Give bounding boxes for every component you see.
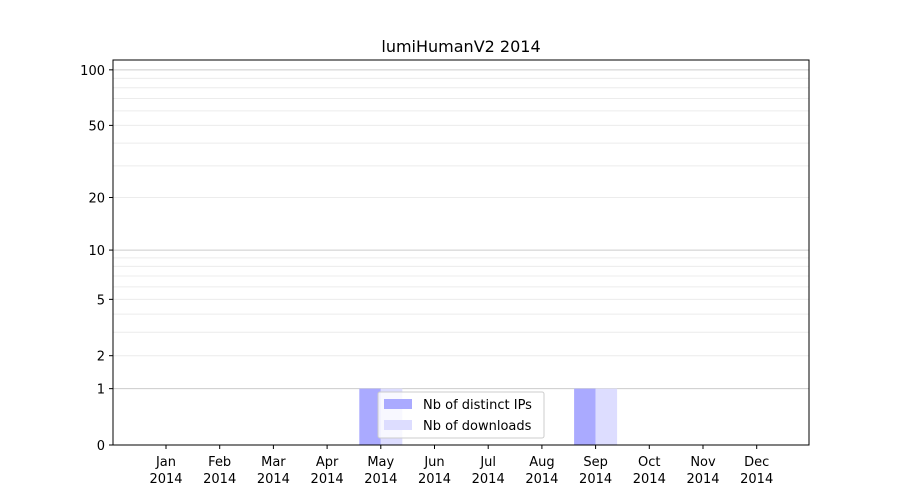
x-tick-label-year: 2014 xyxy=(472,472,505,487)
y-tick-label: 100 xyxy=(80,64,105,79)
x-tick-label-year: 2014 xyxy=(740,472,773,487)
bar-nb-of-downloads xyxy=(595,388,618,445)
y-tick-label: 0 xyxy=(97,439,105,454)
x-tick-label-year: 2014 xyxy=(633,472,666,487)
x-tick-label: Jun xyxy=(423,455,444,470)
x-tick-label: Nov xyxy=(690,455,716,470)
x-tick-label: Feb xyxy=(208,455,231,470)
x-tick-label: Aug xyxy=(529,455,554,470)
legend-label-distinct-ips: Nb of distinct IPs xyxy=(423,398,532,413)
x-axis: Jan 2014 Feb 2014 Mar 2014 Apr 2014 May 2014 Jun 20… xyxy=(149,445,773,487)
y-axis: 0 1 2 5 10 20 50 100 xyxy=(80,64,113,454)
x-tick-label: Dec xyxy=(744,455,769,470)
legend-swatch-distinct-ips xyxy=(384,399,412,409)
x-tick-label: Apr xyxy=(316,455,339,470)
x-tick-label-year: 2014 xyxy=(364,472,397,487)
y-tick-label: 20 xyxy=(88,192,105,207)
x-tick-label-year: 2014 xyxy=(418,472,451,487)
x-tick-label-year: 2014 xyxy=(686,472,719,487)
x-tick-label: Sep xyxy=(583,455,608,470)
x-tick-label: Mar xyxy=(261,455,286,470)
grid xyxy=(113,69,809,390)
y-tick-label: 50 xyxy=(88,119,105,134)
y-tick-label: 1 xyxy=(97,383,105,398)
x-tick-label: May xyxy=(367,455,394,470)
chart-title: lumiHumanV2 2014 xyxy=(381,37,540,56)
bar-nb-of-distinct-ips xyxy=(359,388,381,445)
axes-frame xyxy=(112,59,810,446)
x-tick-label-year: 2014 xyxy=(525,472,558,487)
legend: Nb of distinct IPs Nb of downloads xyxy=(377,391,545,439)
bar-nb-of-distinct-ips xyxy=(574,388,596,445)
x-tick-label-year: 2014 xyxy=(257,472,290,487)
x-tick-label: Jan xyxy=(155,455,176,470)
x-tick-label-year: 2014 xyxy=(149,472,182,487)
legend-label-downloads: Nb of downloads xyxy=(423,419,532,434)
y-tick-label: 2 xyxy=(97,350,105,365)
x-tick-label-year: 2014 xyxy=(311,472,344,487)
x-tick-label-year: 2014 xyxy=(579,472,612,487)
y-tick-label: 10 xyxy=(88,244,105,259)
legend-box xyxy=(377,391,545,439)
x-tick-label: Oct xyxy=(638,455,660,470)
x-tick-label: Jul xyxy=(479,455,496,470)
y-tick-label: 5 xyxy=(97,293,105,308)
legend-swatch-downloads xyxy=(384,420,412,430)
x-tick-label-year: 2014 xyxy=(203,472,236,487)
